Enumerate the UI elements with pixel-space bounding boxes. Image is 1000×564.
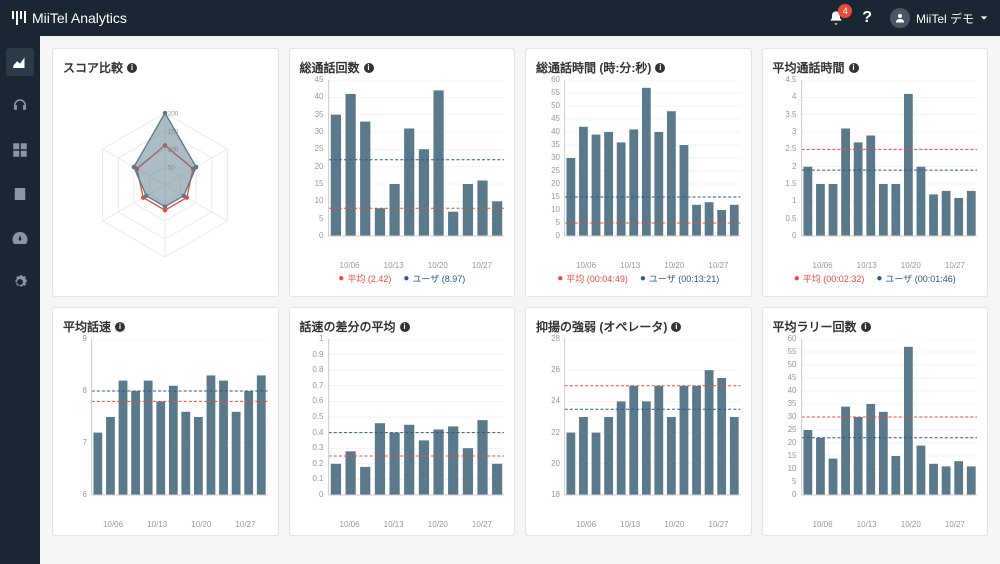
logo-icon [12, 11, 26, 25]
sidebar-item-dashboard[interactable] [6, 224, 34, 252]
card-title: 総通話時間 (時:分:秒) i [536, 59, 741, 76]
gear-icon [11, 273, 29, 291]
sidebar-item-grid[interactable] [6, 136, 34, 164]
sidebar-item-chart[interactable] [6, 48, 34, 76]
card-title: 平均話速 i [63, 318, 268, 335]
card-title: 話速の差分の平均 i [300, 318, 505, 335]
notification-badge: 4 [838, 4, 852, 18]
svg-text:200: 200 [168, 111, 179, 118]
info-icon[interactable]: i [849, 63, 859, 73]
help-button[interactable]: ? [862, 9, 872, 27]
info-icon[interactable]: i [861, 322, 871, 332]
card-title: 平均ラリー回数 i [773, 318, 978, 335]
bar-chart: 678910/0610/1310/2010/27 [63, 339, 268, 529]
bar-chart: 05101520253035404550556010/0610/1310/201… [536, 80, 741, 270]
user-menu[interactable]: MiiTel デモ [890, 8, 988, 28]
sidebar-item-settings[interactable] [6, 268, 34, 296]
notifications-button[interactable]: 4 [828, 10, 844, 26]
card-chart-6: 平均ラリー回数 i 05101520253035404550556010/0610… [762, 307, 989, 536]
grid-icon [11, 141, 29, 159]
headphones-icon [11, 97, 29, 115]
info-icon[interactable]: i [364, 63, 374, 73]
card-chart-0: 総通話回数 i 05101520253035404510/0610/1310/20… [289, 48, 516, 297]
chart-icon [11, 53, 29, 71]
contacts-icon [11, 185, 29, 203]
card-title: 平均通話時間 i [773, 59, 978, 76]
gauge-icon [11, 229, 29, 247]
card-chart-3: 平均話速 i 678910/0610/1310/2010/27 [52, 307, 279, 536]
user-name: MiiTel デモ [916, 10, 974, 27]
info-icon[interactable]: i [671, 322, 681, 332]
sidebar-item-contacts[interactable] [6, 180, 34, 208]
sidebar [0, 36, 40, 564]
card-chart-2: 平均通話時間 i 00.511.522.533.544.510/0610/1310… [762, 48, 989, 297]
brand-text: MiiTel Analytics [32, 10, 127, 26]
info-icon[interactable]: i [400, 322, 410, 332]
card-title: 総通話回数 i [300, 59, 505, 76]
logo: MiiTel Analytics [12, 10, 127, 26]
bar-chart: 00.511.522.533.544.510/0610/1310/2010/27 [773, 80, 978, 270]
bar-chart: 18202224262810/0610/1310/2010/27 [536, 339, 741, 529]
card-title: スコア比較 i [63, 59, 268, 76]
card-chart-1: 総通話時間 (時:分:秒) i 0510152025303540455055601… [525, 48, 752, 297]
avatar-icon [890, 8, 910, 28]
chart-legend: ●平均 (00:04:49)●ユーザ (00:13:21) [536, 272, 741, 285]
info-icon[interactable]: i [655, 63, 665, 73]
card-chart-4: 話速の差分の平均 i 00.10.20.30.40.50.60.70.80.911… [289, 307, 516, 536]
chart-legend: ●平均 (2.42)●ユーザ (8.97) [300, 272, 505, 285]
bar-chart: 00.10.20.30.40.50.60.70.80.9110/0610/131… [300, 339, 505, 529]
info-icon[interactable]: i [127, 63, 137, 73]
sidebar-item-headphones[interactable] [6, 92, 34, 120]
card-chart-5: 抑揚の強弱 (オペレータ) i 18202224262810/0610/1310/… [525, 307, 752, 536]
chevron-down-icon [980, 14, 988, 22]
chart-legend: ●平均 (00:02:32)●ユーザ (00:01:46) [773, 272, 978, 285]
radar-chart: 50100150200 [63, 80, 268, 290]
card-title: 抑揚の強弱 (オペレータ) i [536, 318, 741, 335]
card-radar: スコア比較 i 50100150200 [52, 48, 279, 297]
bar-chart: 05101520253035404550556010/0610/1310/201… [773, 339, 978, 529]
info-icon[interactable]: i [115, 322, 125, 332]
bar-chart: 05101520253035404510/0610/1310/2010/27 [300, 80, 505, 270]
